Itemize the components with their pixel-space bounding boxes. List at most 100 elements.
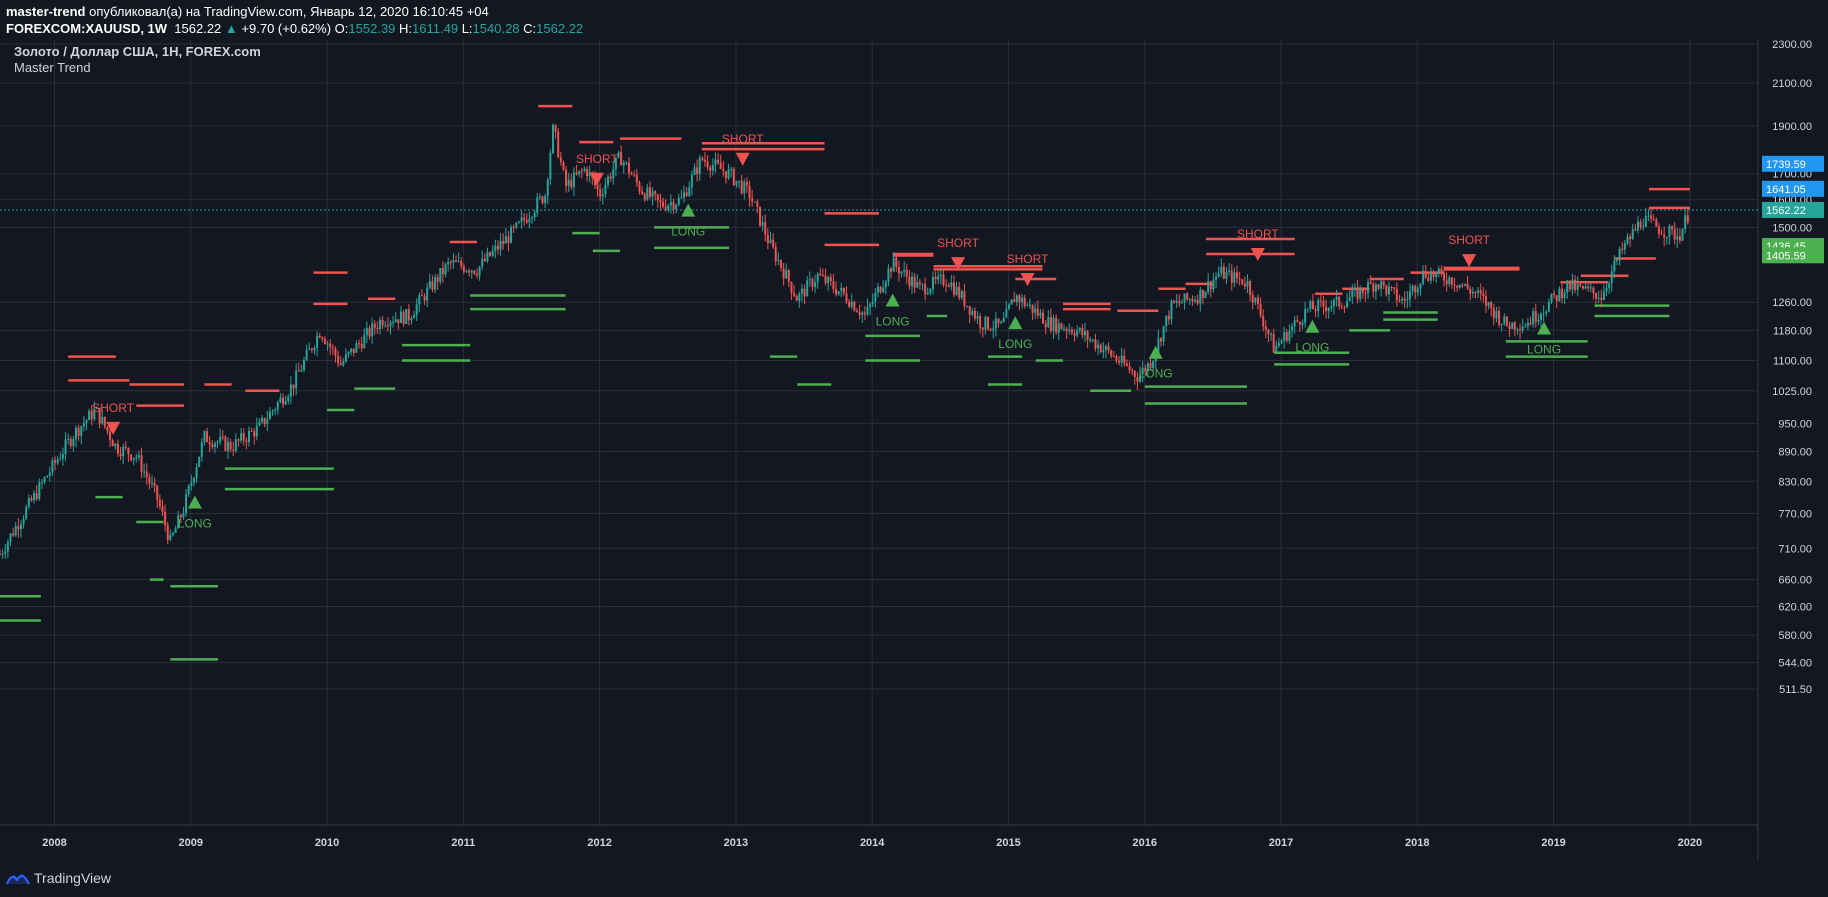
- candle-body: [82, 423, 85, 427]
- candle-body: [72, 439, 75, 446]
- candle-body: [1330, 306, 1333, 309]
- candle-body: [1068, 329, 1071, 332]
- candle-body: [462, 266, 465, 272]
- candle-body: [1419, 283, 1422, 289]
- candle-body: [1555, 295, 1558, 301]
- candle-body: [1170, 300, 1173, 320]
- candle-body: [287, 396, 290, 402]
- candle-body: [119, 453, 122, 457]
- price-chart[interactable]: SHORT SHORT SHORT SHORT SHORT SHORT SHORT LONG L…: [0, 40, 1828, 860]
- candle-body: [355, 343, 358, 353]
- candle-body: [1039, 312, 1042, 316]
- candle-body: [1427, 277, 1430, 281]
- candle-body: [143, 471, 146, 473]
- time-axis[interactable]: 2008 2009 2010 2011 2012 2013 2014 2015 2016 2017…: [42, 837, 1702, 849]
- candle-body: [536, 197, 539, 213]
- candle-body: [101, 416, 104, 424]
- candle-body: [1532, 311, 1535, 325]
- candle-body: [751, 198, 754, 202]
- candle-body: [1547, 301, 1550, 312]
- candle-body: [821, 275, 824, 277]
- y-tick-label: 830.00: [1778, 476, 1812, 488]
- published-text: опубликовал(а) на TradingView.com, Январ…: [89, 4, 489, 19]
- symbol-name[interactable]: FOREXCOM:XAUUSD, 1W: [6, 21, 168, 36]
- candle-body: [1644, 216, 1647, 227]
- candle-body: [33, 493, 36, 501]
- footer-brand[interactable]: TradingView: [34, 870, 112, 886]
- candle-body: [845, 293, 848, 302]
- candle-body: [1464, 283, 1466, 286]
- candle-body: [1152, 361, 1155, 368]
- candle-body: [1458, 284, 1461, 288]
- candle-body: [1537, 319, 1540, 322]
- tradingview-logo-icon[interactable]: [6, 868, 30, 888]
- candle-body: [1070, 329, 1073, 334]
- candle-body: [654, 191, 657, 195]
- candle-body: [1212, 279, 1215, 290]
- candle-body: [717, 159, 720, 164]
- candle-body: [43, 477, 46, 483]
- candle-body: [630, 173, 633, 175]
- candle-body: [420, 295, 423, 297]
- candle-body: [1581, 285, 1584, 289]
- candle-body: [677, 198, 680, 205]
- candle-body: [1471, 291, 1474, 294]
- candle-body: [1238, 278, 1241, 280]
- candle-body: [664, 206, 667, 210]
- candle-body: [698, 158, 701, 174]
- candle-body: [279, 397, 282, 403]
- candle-body: [1631, 229, 1634, 240]
- candle-body: [525, 219, 528, 223]
- candle-body: [947, 285, 950, 287]
- candle-body: [169, 535, 172, 541]
- candle-body: [295, 370, 298, 389]
- candle-body: [876, 286, 879, 293]
- high-value: 1611.49: [412, 21, 459, 36]
- candle-body: [213, 443, 216, 447]
- candle-body: [365, 328, 368, 335]
- candle-body: [811, 279, 814, 287]
- candle-body: [853, 301, 856, 311]
- candle-body: [1364, 292, 1367, 294]
- candle-body: [1201, 289, 1204, 298]
- candle-body: [614, 157, 617, 170]
- candle-body: [379, 319, 382, 329]
- candle-body: [475, 273, 478, 276]
- candle-body: [1432, 272, 1435, 278]
- candle-body: [360, 343, 363, 349]
- long-signal-icon: [1305, 319, 1320, 333]
- candle-body: [1217, 273, 1220, 277]
- short-signal-icon: [106, 421, 121, 435]
- candle-body: [1401, 298, 1404, 301]
- candle-body: [428, 281, 431, 288]
- y-tick-label: 890.00: [1778, 446, 1812, 458]
- close-value: 1562.22: [536, 21, 584, 36]
- author-name[interactable]: master-trend: [6, 4, 86, 19]
- candle-body: [17, 526, 20, 530]
- candle-body: [863, 312, 866, 315]
- candle-body: [1194, 299, 1197, 302]
- candle-body: [114, 443, 117, 447]
- indicator-name[interactable]: Master Trend: [14, 60, 91, 75]
- low-label: L:: [461, 21, 473, 36]
- candle-body: [156, 485, 159, 500]
- x-tick-label: 2012: [587, 837, 611, 849]
- candle-body: [258, 421, 261, 426]
- candle-body: [1304, 309, 1307, 323]
- candle-body: [1416, 288, 1419, 293]
- candle-body: [1642, 226, 1645, 228]
- candle-body: [1131, 370, 1134, 372]
- short-signal-icon: [1250, 247, 1265, 261]
- candle-body: [481, 258, 484, 267]
- candle-body: [950, 282, 953, 287]
- candle-body: [77, 427, 80, 436]
- candle-body: [903, 269, 906, 272]
- long-signal-label: LONG: [876, 315, 910, 329]
- candle-body: [1534, 311, 1537, 322]
- candle-body: [808, 279, 811, 281]
- short-signal-label: SHORT: [576, 152, 618, 166]
- candle-body: [824, 275, 827, 284]
- candle-body: [672, 202, 675, 210]
- y-tick-label: 1025.00: [1772, 386, 1812, 398]
- candle-body: [874, 292, 877, 302]
